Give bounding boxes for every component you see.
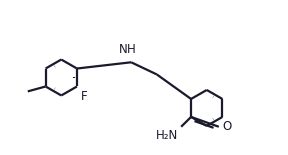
Text: O: O — [223, 120, 232, 133]
Text: N: N — [119, 43, 128, 56]
Text: H₂N: H₂N — [156, 129, 178, 142]
Text: H: H — [127, 43, 136, 56]
Text: F: F — [81, 90, 88, 103]
